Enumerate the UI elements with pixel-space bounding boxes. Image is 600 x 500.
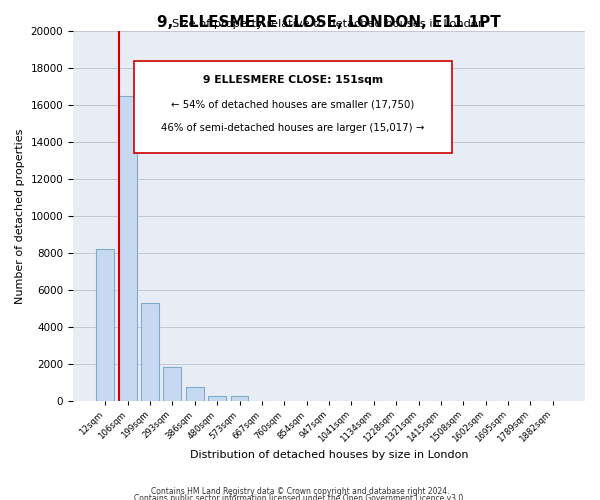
Text: 9 ELLESMERE CLOSE: 151sqm: 9 ELLESMERE CLOSE: 151sqm [203,76,383,86]
Bar [96,249,114,400]
X-axis label: Distribution of detached houses by size in London: Distribution of detached houses by size … [190,450,468,460]
Text: ← 54% of detached houses are smaller (17,750): ← 54% of detached houses are smaller (17… [172,100,415,110]
Text: Contains public sector information licensed under the Open Government Licence v3: Contains public sector information licen… [134,494,466,500]
FancyBboxPatch shape [134,60,452,153]
Bar [208,396,226,400]
Y-axis label: Number of detached properties: Number of detached properties [15,128,25,304]
Bar [141,302,159,400]
Text: 46% of semi-detached houses are larger (15,017) →: 46% of semi-detached houses are larger (… [161,123,425,133]
Title: 9, ELLESMERE CLOSE, LONDON, E11 1PT: 9, ELLESMERE CLOSE, LONDON, E11 1PT [157,15,501,30]
Bar [230,396,248,400]
Text: Size of property relative to detached houses in London: Size of property relative to detached ho… [172,20,485,30]
Bar [119,96,137,400]
Bar [163,368,181,400]
Text: Contains HM Land Registry data © Crown copyright and database right 2024.: Contains HM Land Registry data © Crown c… [151,487,449,496]
Bar [186,386,204,400]
